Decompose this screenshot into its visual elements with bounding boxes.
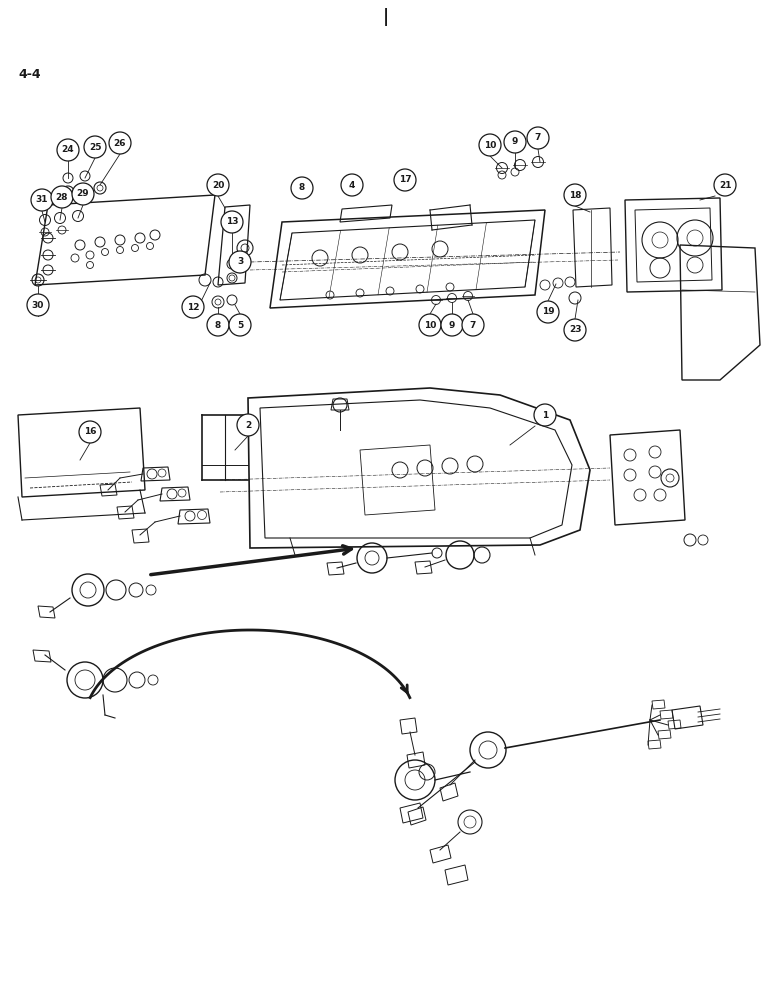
Circle shape [291, 177, 313, 199]
Text: 17: 17 [398, 176, 411, 184]
Circle shape [462, 314, 484, 336]
Circle shape [72, 183, 94, 205]
Circle shape [237, 414, 259, 436]
Circle shape [221, 211, 243, 233]
Circle shape [31, 189, 53, 211]
Circle shape [394, 169, 416, 191]
Text: 2: 2 [245, 420, 251, 430]
Text: 30: 30 [32, 300, 44, 310]
Text: 23: 23 [569, 326, 581, 334]
Text: 31: 31 [36, 196, 48, 205]
Circle shape [207, 174, 229, 196]
Text: 8: 8 [215, 320, 221, 330]
Circle shape [207, 314, 229, 336]
Text: 7: 7 [535, 133, 541, 142]
Text: 8: 8 [299, 184, 305, 192]
Text: 20: 20 [212, 180, 224, 190]
Text: 1: 1 [542, 410, 548, 420]
Text: 18: 18 [569, 190, 581, 200]
Text: 19: 19 [542, 308, 554, 316]
Circle shape [564, 184, 586, 206]
Text: 13: 13 [225, 218, 239, 227]
Circle shape [537, 301, 559, 323]
Text: 21: 21 [719, 180, 731, 190]
Circle shape [441, 314, 463, 336]
Circle shape [51, 186, 73, 208]
Text: 7: 7 [470, 320, 476, 330]
Text: 3: 3 [237, 257, 243, 266]
Circle shape [714, 174, 736, 196]
Text: 24: 24 [62, 145, 74, 154]
Text: 16: 16 [83, 428, 96, 436]
Circle shape [27, 294, 49, 316]
Circle shape [57, 139, 79, 161]
Circle shape [229, 251, 251, 273]
Text: 26: 26 [113, 138, 127, 147]
Circle shape [109, 132, 131, 154]
Circle shape [229, 314, 251, 336]
Circle shape [84, 136, 106, 158]
Text: 4-4: 4-4 [18, 68, 41, 81]
Text: 5: 5 [237, 320, 243, 330]
Circle shape [527, 127, 549, 149]
Text: 10: 10 [424, 320, 436, 330]
Text: 4: 4 [349, 180, 355, 190]
Circle shape [182, 296, 204, 318]
Text: 28: 28 [56, 192, 68, 202]
Circle shape [419, 314, 441, 336]
Text: 25: 25 [89, 142, 101, 151]
Circle shape [341, 174, 363, 196]
Text: 29: 29 [76, 190, 90, 198]
Circle shape [504, 131, 526, 153]
Text: 12: 12 [187, 302, 199, 312]
Text: 9: 9 [512, 137, 518, 146]
Text: 9: 9 [449, 320, 455, 330]
Text: 10: 10 [484, 140, 496, 149]
Circle shape [479, 134, 501, 156]
Circle shape [564, 319, 586, 341]
Circle shape [534, 404, 556, 426]
Circle shape [79, 421, 101, 443]
Text: |: | [383, 8, 389, 26]
